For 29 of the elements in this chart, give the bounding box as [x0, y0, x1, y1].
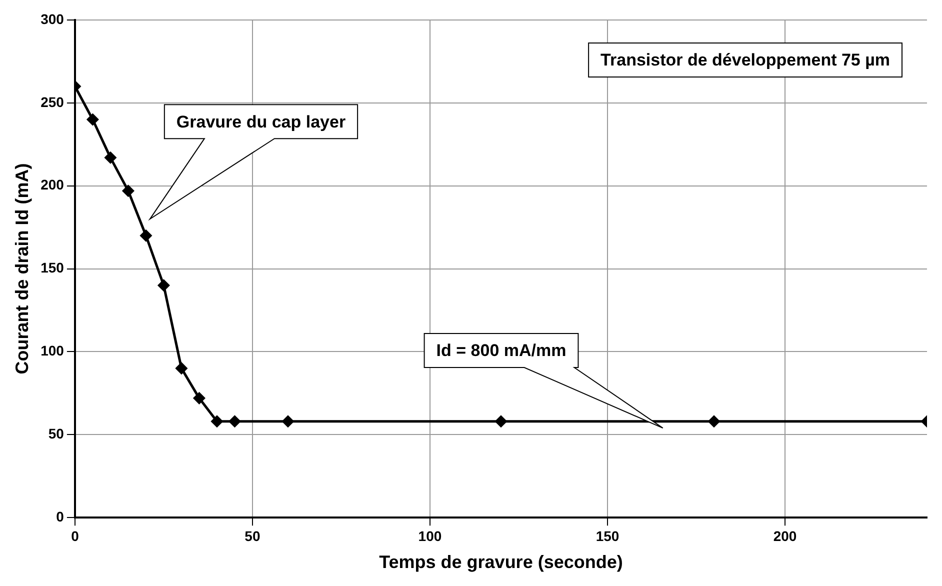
- annotation: Gravure du cap layer: [176, 112, 346, 132]
- x-tick-label: 200: [773, 528, 797, 544]
- y-tick-label: 150: [40, 260, 64, 276]
- point: [282, 416, 294, 428]
- point: [495, 416, 507, 428]
- point: [122, 185, 134, 197]
- point: [228, 416, 240, 428]
- point: [211, 416, 223, 428]
- point: [86, 114, 98, 126]
- x-tick-label: 0: [71, 528, 80, 544]
- x-tick-label: 50: [244, 528, 260, 544]
- y-tick-label: 0: [56, 508, 64, 524]
- x-tick-label: 100: [418, 528, 442, 544]
- y-axis-title: Courant de drain Id (mA): [12, 163, 32, 374]
- x-axis-title: Temps de gravure (seconde): [379, 552, 623, 572]
- y-tick-label: 50: [48, 426, 64, 442]
- point: [708, 416, 720, 428]
- point: [140, 230, 152, 242]
- y-tick-label: 200: [40, 176, 64, 193]
- y-tick-label: 300: [40, 10, 64, 27]
- x-tick-label: 150: [596, 528, 620, 544]
- y-tick-label: 250: [40, 94, 64, 110]
- point: [193, 392, 205, 404]
- annotation: Id = 800 mA/mm: [436, 341, 566, 360]
- annotation: Transistor de développement 75 µm: [600, 50, 890, 70]
- point: [104, 152, 116, 164]
- point: [176, 362, 188, 374]
- y-tick-label: 100: [40, 342, 64, 359]
- point: [158, 280, 170, 292]
